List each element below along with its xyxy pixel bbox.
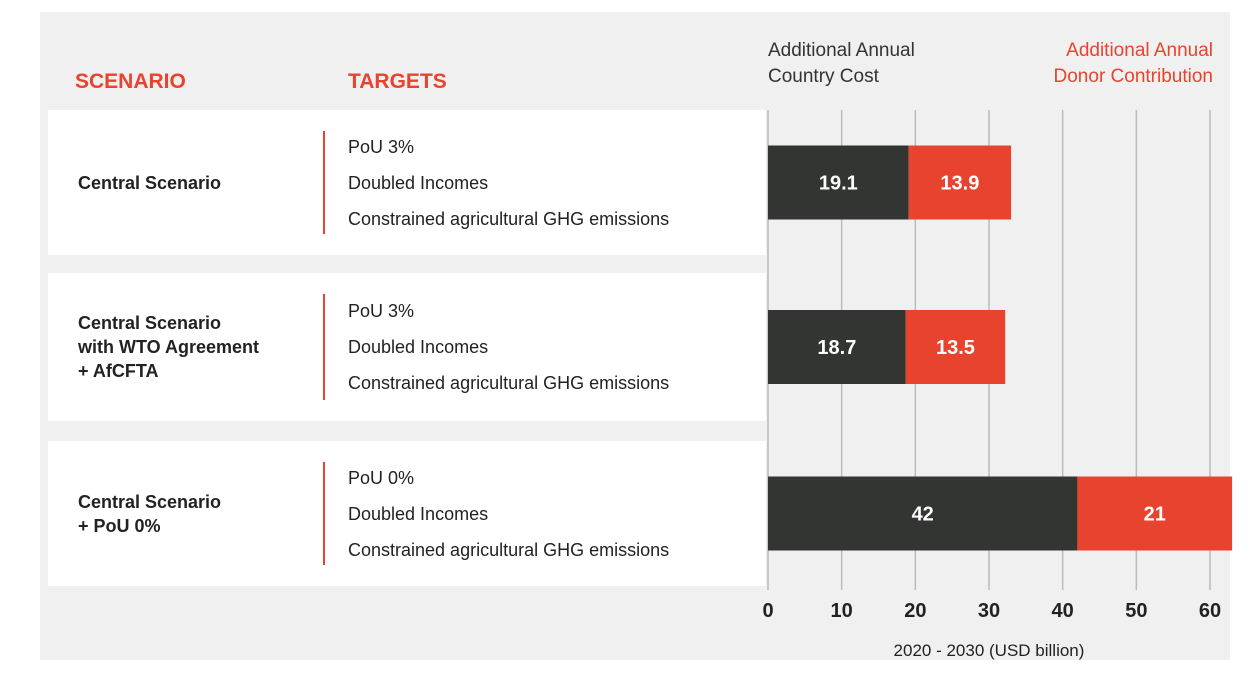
scenario-line: with WTO Agreement [78,337,260,357]
scenario-line: + PoU 0% [78,515,161,536]
x-tick-label: 10 [831,600,853,622]
data-label: 13.5 [936,337,975,359]
targets: PoU 0% Doubled Incomes Constrained agricul… [348,460,669,568]
divider [323,294,325,400]
divider [323,462,325,565]
scenario-line: Central Scenario [78,313,222,333]
bar-segment [768,476,1078,551]
targets: PoU 3% Doubled Incomes Constrained agricul… [348,129,669,237]
x-tick-label: 20 [904,600,926,622]
x-tick-label: 0 [762,600,773,622]
scenario-line: Central Scenario [78,172,222,193]
target-line: Constrained agricultural GHG emissions [348,208,670,229]
scenario-line: + AfCFTA [78,361,159,381]
data-label: 42 [912,504,934,526]
data-label: 19.1 [819,173,858,195]
scenario-name: Central Scenario [78,171,221,195]
legend-entry: Additional Annual Country Cost [768,40,915,87]
bar-segment [908,145,1012,220]
row: Central Scenario + PoU 0% PoU 0% Doubled In… [48,441,766,586]
target-line: PoU 3% [348,136,415,157]
target-line: Doubled Incomes [348,503,489,524]
target-line: Doubled Incomes [348,337,489,357]
row: Central Scenario with WTO Agreement + AfCF… [48,273,766,421]
targets: PoU 3% Doubled Incomes Constrained agricul… [348,293,669,401]
x-tick-label: 50 [1125,600,1147,622]
data-label: 13.9 [940,173,979,195]
header: TARGETS [348,70,447,93]
scenario-name: Central Scenario + PoU 0% [78,490,221,538]
bar-segment [768,310,906,384]
target-line: Constrained agricultural GHG emissions [348,539,670,560]
scenario-name: Central Scenario with WTO Agreement + AfCF… [78,311,259,383]
target-line: PoU 3% [348,301,415,321]
bar-segment [1077,476,1233,551]
x-tick-label: 30 [978,600,1000,622]
bar-segment [905,310,1006,384]
data-label: 21 [1144,504,1166,526]
divider [323,131,325,234]
x-tick-label: 40 [1052,600,1074,622]
target-line: Constrained agricultural GHG emissions [348,373,670,393]
legend-entry: Additional Annual Donor Contribution [1053,40,1213,87]
target-line: Doubled Incomes [348,172,489,193]
row: Central Scenario PoU 3% Doubled Incomes Con… [48,110,766,255]
bar-segment [768,145,909,220]
scenario-line: Central Scenario [78,491,222,512]
header: SCENARIO [75,70,186,93]
data-label: 18.7 [817,337,856,359]
x-axis-label: 2020 - 2030 (USD billion) [894,641,1085,660]
target-line: PoU 0% [348,467,415,488]
x-tick-label: 60 [1199,600,1221,622]
